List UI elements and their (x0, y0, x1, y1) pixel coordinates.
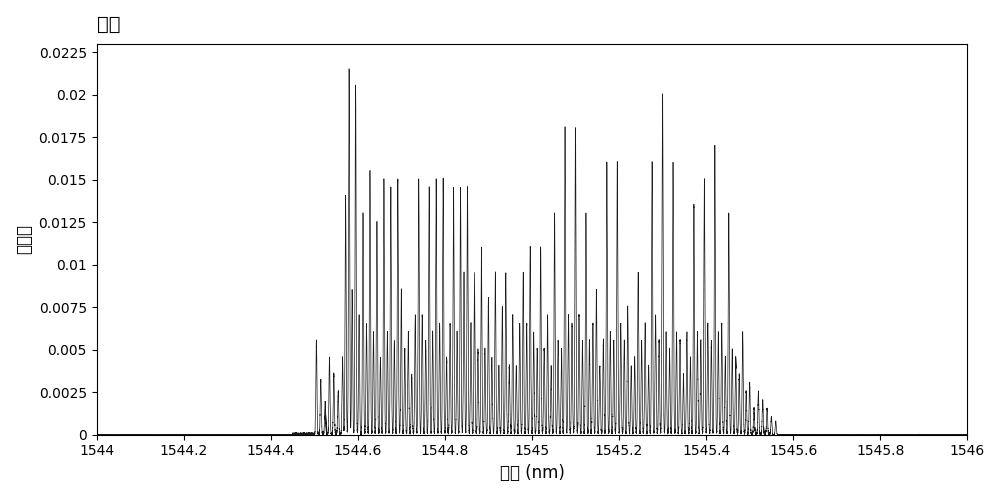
Text: 光谱: 光谱 (97, 15, 120, 34)
Y-axis label: 反射率: 反射率 (15, 224, 33, 254)
X-axis label: 波长 (nm): 波长 (nm) (500, 464, 564, 482)
